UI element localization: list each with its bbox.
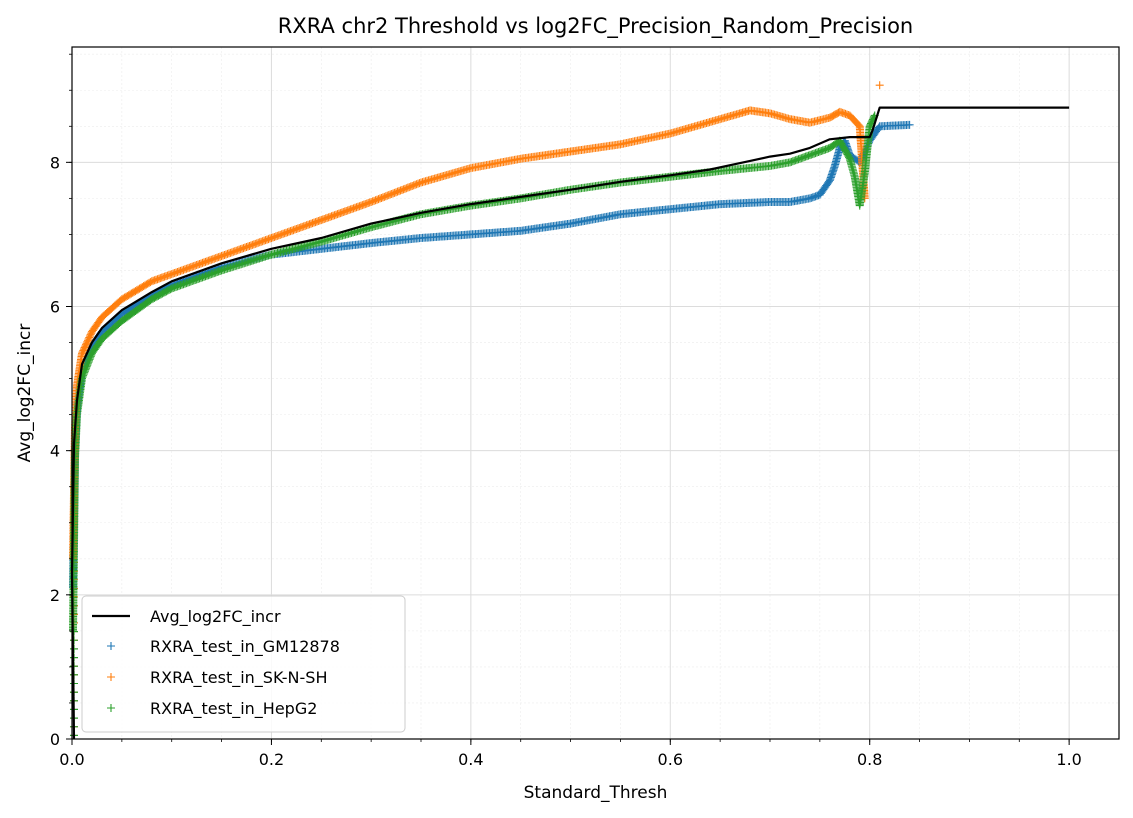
y-tick-label: 8 — [50, 153, 60, 172]
legend-marker — [107, 704, 115, 712]
avg-line — [70, 106, 1070, 740]
y-tick-label: 4 — [50, 442, 60, 461]
legend-label: RXRA_test_in_GM12878 — [150, 637, 340, 657]
series-point — [69, 636, 78, 645]
legend: Avg_log2FC_incr RXRA_test_in_GM12878 RXRA_… — [81, 595, 406, 733]
legend-marker — [107, 673, 115, 681]
minor-grid — [72, 47, 1119, 739]
x-tick-label: 1.0 — [1056, 750, 1081, 769]
y-tick-label: 2 — [50, 586, 60, 605]
legend-marker — [107, 642, 115, 650]
x-axis-label: Standard_Thresh — [524, 783, 668, 803]
x-tick-label: 0.2 — [259, 750, 284, 769]
x-tick-label: 0.0 — [59, 750, 84, 769]
y-axis-label: Avg_log2FC_incr — [15, 324, 35, 463]
x-tick-label: 0.4 — [458, 750, 483, 769]
y-tick-label: 6 — [50, 298, 60, 317]
chart-title: RXRA chr2 Threshold vs log2FC_Precision_… — [278, 14, 913, 39]
plot-frame — [71, 46, 1120, 740]
legend-box — [81, 595, 406, 733]
axis-ticks: 0.0 0.2 0.4 0.6 0.8 1.0 0 2 4 6 8 — [50, 53, 1082, 769]
y-tick-label: 0 — [50, 730, 60, 749]
line-layer — [70, 106, 1070, 740]
series-point — [875, 81, 884, 90]
legend-label: RXRA_test_in_SK-N-SH — [150, 668, 327, 688]
x-tick-label: 0.8 — [857, 750, 882, 769]
legend-label: RXRA_test_in_HepG2 — [150, 699, 317, 719]
series-point — [905, 120, 914, 129]
x-tick-label: 0.6 — [658, 750, 683, 769]
legend-label: Avg_log2FC_incr — [150, 607, 281, 627]
